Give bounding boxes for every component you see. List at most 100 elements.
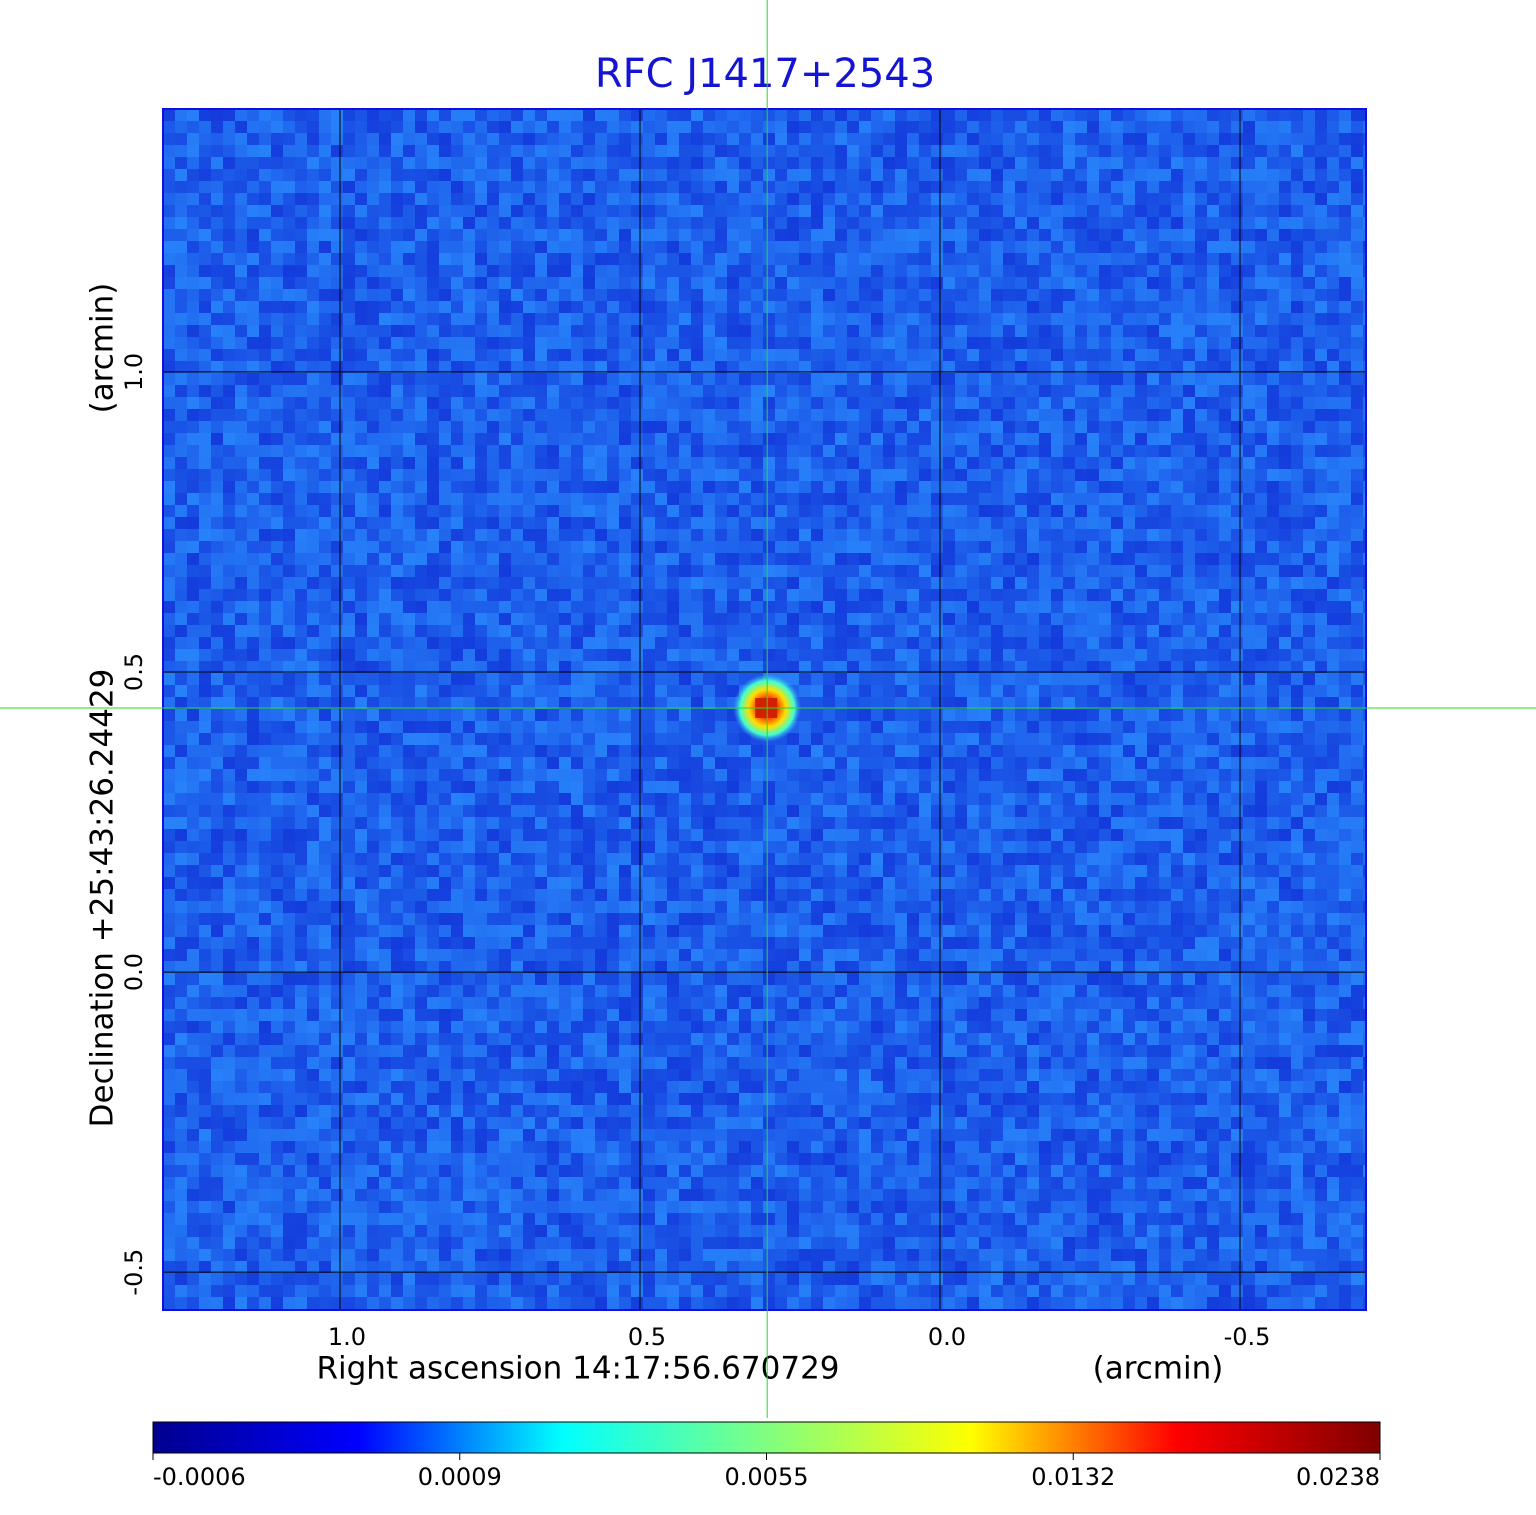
pixel <box>1363 277 1366 289</box>
pixel <box>715 313 727 325</box>
pixel <box>499 385 511 397</box>
pixel <box>475 373 487 385</box>
pixel <box>775 133 787 145</box>
pixel <box>463 553 475 565</box>
pixel <box>1063 385 1075 397</box>
pixel <box>1279 193 1291 205</box>
pixel <box>991 205 1003 217</box>
pixel <box>283 505 295 517</box>
pixel <box>511 277 523 289</box>
pixel <box>751 121 763 133</box>
pixel <box>235 421 247 433</box>
pixel <box>775 493 787 505</box>
pixel <box>811 181 823 193</box>
pixel <box>1219 217 1231 229</box>
pixel <box>1063 217 1075 229</box>
pixel <box>355 157 367 169</box>
pixel <box>895 589 907 601</box>
pixel <box>847 421 859 433</box>
pixel <box>1111 661 1123 673</box>
pixel <box>379 505 391 517</box>
pixel <box>187 169 199 181</box>
pixel <box>607 469 619 481</box>
pixel <box>487 421 499 433</box>
pixel <box>1351 481 1363 493</box>
pixel <box>1231 469 1243 481</box>
pixel <box>1039 373 1051 385</box>
pixel <box>331 625 343 637</box>
pixel <box>247 217 259 229</box>
pixel <box>979 505 991 517</box>
pixel <box>847 217 859 229</box>
pixel <box>247 505 259 517</box>
pixel <box>847 469 859 481</box>
pixel <box>619 121 631 133</box>
pixel <box>1183 301 1195 313</box>
pixel <box>979 229 991 241</box>
pixel <box>799 457 811 469</box>
pixel <box>991 337 1003 349</box>
pixel <box>931 109 943 121</box>
pixel <box>955 649 967 661</box>
pixel <box>1159 577 1171 589</box>
pixel <box>523 121 535 133</box>
pixel <box>367 613 379 625</box>
pixel <box>355 241 367 253</box>
pixel <box>1015 421 1027 433</box>
pixel <box>859 253 871 265</box>
pixel <box>715 637 727 649</box>
pixel <box>1219 205 1231 217</box>
pixel <box>1363 385 1366 397</box>
pixel <box>859 373 871 385</box>
pixel <box>907 301 919 313</box>
pixel <box>211 385 223 397</box>
pixel <box>1303 661 1315 673</box>
pixel <box>391 469 403 481</box>
pixel <box>1267 541 1279 553</box>
pixel <box>739 361 751 373</box>
pixel <box>259 421 271 433</box>
pixel <box>1267 529 1279 541</box>
pixel <box>667 265 679 277</box>
pixel <box>979 109 991 121</box>
pixel <box>559 529 571 541</box>
pixel <box>679 529 691 541</box>
pixel <box>871 337 883 349</box>
pixel <box>1039 613 1051 625</box>
pixel <box>739 421 751 433</box>
pixel <box>1171 565 1183 577</box>
pixel <box>403 409 415 421</box>
pixel <box>1027 673 1039 685</box>
pixel <box>811 673 823 685</box>
pixel <box>499 505 511 517</box>
pixel <box>199 337 211 349</box>
pixel <box>619 541 631 553</box>
pixel <box>799 625 811 637</box>
pixel <box>1003 133 1015 145</box>
pixel <box>895 433 907 445</box>
pixel <box>1327 457 1339 469</box>
pixel <box>1207 529 1219 541</box>
pixel <box>655 385 667 397</box>
pixel <box>1267 661 1279 673</box>
pixel <box>607 553 619 565</box>
pixel <box>1207 217 1219 229</box>
pixel <box>391 313 403 325</box>
pixel <box>175 349 187 361</box>
pixel <box>1003 445 1015 457</box>
pixel <box>1303 397 1315 409</box>
pixel <box>835 517 847 529</box>
pixel <box>919 589 931 601</box>
pixel <box>403 457 415 469</box>
pixel <box>1171 181 1183 193</box>
pixel <box>1291 373 1303 385</box>
pixel <box>1303 217 1315 229</box>
pixel <box>727 301 739 313</box>
pixel <box>631 205 643 217</box>
pixel <box>499 157 511 169</box>
pixel <box>1363 493 1366 505</box>
pixel <box>583 361 595 373</box>
pixel <box>703 685 715 697</box>
pixel <box>955 133 967 145</box>
pixel <box>595 277 607 289</box>
